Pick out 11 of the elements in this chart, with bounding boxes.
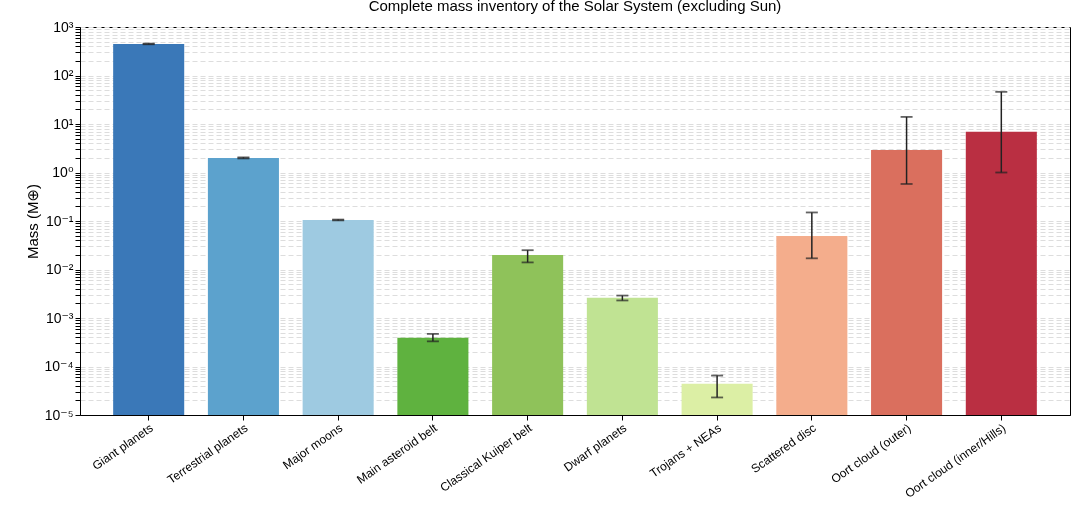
y-tick-label: 10⁻¹: [45, 212, 74, 229]
y-axis-title: Mass (M⊕): [23, 183, 41, 260]
y-tick-label: 10¹: [53, 115, 74, 132]
y-tick-label: 10⁻⁴: [44, 358, 74, 374]
y-tick-label: 10²: [53, 67, 74, 83]
y-tick-label: 10⁻³: [45, 309, 74, 326]
y-tick-label: 10³: [53, 18, 74, 35]
y-tick-label: 10⁻⁵: [44, 406, 74, 423]
chart-title: Complete mass inventory of the Solar System (excluding Sun): [368, 0, 782, 14]
y-tick-label: 10⁰: [52, 164, 74, 180]
y-tick-label: 10⁻²: [45, 261, 74, 277]
